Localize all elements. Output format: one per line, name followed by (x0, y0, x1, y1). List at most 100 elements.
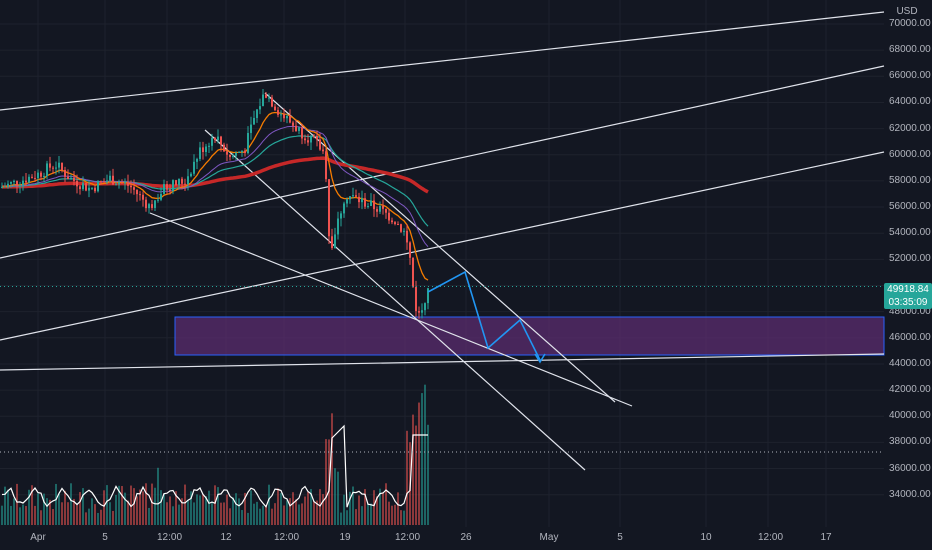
candle-body (277, 110, 279, 115)
volume-bar (268, 484, 270, 525)
candle-body (334, 234, 336, 249)
candle-body (19, 185, 21, 187)
candle-body (424, 303, 426, 311)
volume-bar (319, 489, 321, 525)
volume-bar (67, 502, 69, 525)
price-tick-label: 58000.00 (889, 174, 931, 186)
price-tick-label: 48000.00 (889, 305, 931, 317)
volume-bar (358, 495, 360, 525)
volume-bar (169, 496, 171, 525)
volume-bar (424, 384, 426, 525)
volume-bar (361, 506, 363, 525)
volume-bar (217, 487, 219, 525)
volume-bar (292, 492, 294, 525)
price-tick-label: 44000.00 (889, 357, 931, 369)
volume-bar (94, 504, 96, 525)
time-tick-label: 10 (700, 532, 712, 543)
volume-bar (376, 496, 378, 525)
time-tick-label: 12:00 (274, 532, 300, 543)
candle-body (220, 136, 222, 145)
candle-body (310, 135, 312, 143)
volume-bar (286, 500, 288, 525)
volume-bar (154, 487, 156, 525)
candle-body (196, 158, 198, 162)
volume-bar (193, 502, 195, 525)
volume-bar (199, 495, 201, 525)
volume-bar (196, 494, 198, 525)
ema-fast-line (1, 111, 429, 281)
volume-bar (313, 501, 315, 525)
time-axis[interactable]: Apr 5 12:00 12 12:00 19 12:00 26 May 5 10 12:00 17 (0, 527, 884, 550)
volume-bar (283, 505, 285, 525)
candle-body (337, 218, 339, 235)
candle-body (52, 167, 54, 169)
volume-bar (28, 489, 30, 525)
price-tick-label: 60000.00 (889, 148, 931, 160)
support-zone[interactable] (174, 316, 885, 356)
grid-lines (0, 0, 884, 527)
volume-bar (118, 485, 120, 525)
candle-body (253, 117, 255, 125)
candle-body (262, 94, 264, 107)
volume-bar (214, 485, 216, 525)
volume-bar (340, 512, 342, 525)
volume-bar (355, 509, 357, 525)
volume-bar (367, 503, 369, 525)
candle-body (13, 180, 15, 182)
candle-body (34, 177, 36, 179)
candle-body (205, 146, 207, 153)
volume-bar (391, 505, 393, 525)
volume-bar (259, 508, 261, 525)
last-price-tag: 49918.84 03:35:09 (884, 283, 932, 309)
candle-body (292, 122, 294, 126)
volume-bar (379, 488, 381, 525)
volume-bar (274, 503, 276, 525)
time-tick-label: Apr (30, 532, 46, 543)
candle-body (133, 187, 135, 190)
price-axis[interactable]: USD 70000.00 68000.00 66000.00 64000.00 6200… (884, 0, 932, 527)
projection-arrow-icon (534, 353, 546, 364)
candle-body (223, 144, 225, 152)
candle-body (388, 212, 390, 221)
candle-body (379, 205, 381, 212)
projection-path[interactable] (427, 270, 546, 364)
volume-bar (400, 510, 402, 525)
volume-bar (88, 508, 90, 525)
volume-bar (229, 508, 231, 525)
volume-bar (40, 510, 42, 525)
volume-bar (256, 501, 258, 525)
volume-bar (295, 499, 297, 525)
candle-body (58, 162, 60, 168)
candle-body (295, 125, 297, 132)
trendlines[interactable] (0, 11, 885, 471)
candle-body (226, 151, 228, 155)
candle-body (154, 200, 156, 208)
dotted-price-lines (0, 286, 884, 453)
candle-body (145, 199, 147, 209)
volume-bar (403, 510, 405, 525)
candle-body (286, 116, 288, 119)
volume-bar (337, 471, 339, 525)
candle-body (211, 137, 213, 146)
candle-body (382, 205, 384, 209)
candle-body (376, 209, 378, 212)
price-tick-label: 34000.00 (889, 488, 931, 500)
candle-body (256, 109, 258, 118)
candle-body (238, 151, 240, 153)
candle-body (244, 150, 246, 154)
volume-bar (97, 512, 99, 525)
currency-label: USD (896, 6, 918, 17)
volume-bar (265, 505, 267, 525)
price-tick-label: 56000.00 (889, 201, 931, 213)
volume-bar (52, 509, 54, 525)
volume-bar (100, 509, 102, 525)
volume-bar (79, 492, 81, 525)
price-tick-label: 54000.00 (889, 227, 931, 239)
candle-body (268, 97, 270, 99)
candle-body (304, 138, 306, 141)
volume-bar (127, 500, 129, 525)
volume-bar (43, 493, 45, 525)
time-tick-label: 12:00 (395, 532, 421, 543)
volume-bar (364, 489, 366, 525)
